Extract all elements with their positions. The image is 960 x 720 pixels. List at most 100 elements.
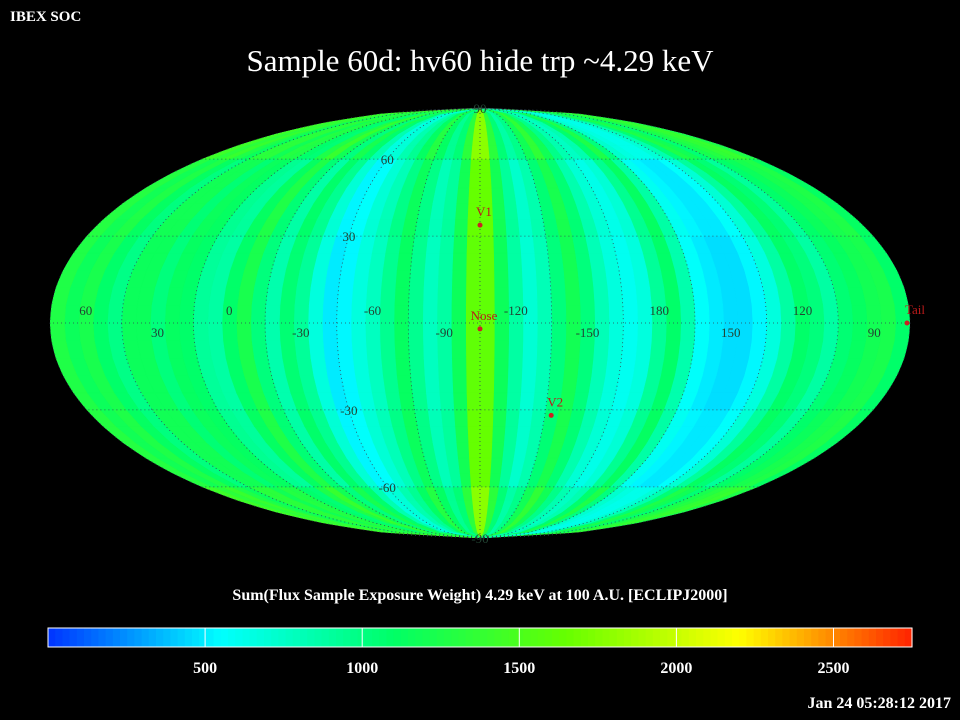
map-cell — [427, 219, 443, 237]
colorbar-swatch — [379, 628, 387, 647]
colorbar-swatch — [336, 628, 344, 647]
colorbar-swatch — [897, 628, 906, 647]
meridian-line — [49, 107, 481, 539]
meridian-line — [479, 107, 768, 539]
map-cell — [278, 304, 295, 324]
map-cell — [488, 472, 501, 488]
colorbar-swatch — [436, 628, 445, 647]
map-cell — [441, 203, 457, 220]
map-cell — [50, 322, 67, 342]
map-cell — [407, 322, 424, 342]
map-cell — [451, 375, 467, 394]
colorbar-swatch — [458, 628, 467, 647]
map-cell — [336, 322, 352, 342]
map-cell — [836, 322, 854, 342]
colorbar-swatch — [48, 628, 56, 647]
colorbar-swatch — [904, 628, 913, 647]
map-cell — [479, 375, 495, 394]
map-cell — [479, 269, 495, 289]
map-cell — [606, 340, 624, 359]
map-cell — [734, 287, 752, 306]
longitude-label: 120 — [793, 303, 813, 318]
colorbar-swatch — [127, 628, 135, 647]
map-cell — [518, 235, 535, 254]
colorbar-swatch — [364, 628, 373, 647]
map-cell — [436, 340, 453, 359]
colorbar-swatch — [170, 628, 179, 647]
map-cell — [379, 340, 396, 359]
map-cell — [793, 322, 811, 342]
map-cell — [621, 340, 638, 359]
longitude-label: -150 — [576, 325, 600, 340]
map-cell — [765, 322, 782, 342]
map-cell — [393, 322, 409, 342]
map-cell — [808, 322, 825, 342]
map-cell — [504, 219, 520, 237]
map-cell — [408, 340, 424, 359]
colorbar-swatch — [861, 628, 870, 647]
colorbar-swatch — [192, 628, 200, 647]
map-cell — [440, 409, 456, 427]
map-cell — [851, 322, 868, 342]
map-cell — [279, 287, 297, 306]
colorbar-swatch — [76, 628, 85, 647]
map-cell — [457, 457, 471, 474]
map-cell — [469, 472, 481, 488]
map-cell — [451, 269, 467, 289]
colorbar-swatch — [811, 628, 819, 647]
colorbar-swatch — [746, 628, 755, 647]
map-cell — [410, 252, 427, 271]
colorbar-label: Sum(Flux Sample Exposure Weight) 4.29 ke… — [232, 587, 728, 604]
map-cell — [465, 269, 481, 289]
colorbar-swatch — [415, 628, 423, 647]
colorbar-swatch — [573, 628, 582, 647]
map-cell — [455, 442, 470, 459]
colorbar-swatch — [631, 628, 639, 647]
map-cell — [379, 108, 481, 115]
map-cell — [336, 340, 354, 359]
map-cell — [307, 304, 324, 324]
map-cell — [106, 322, 124, 342]
colorbar-swatch — [710, 628, 719, 647]
colorbar-swatch — [292, 628, 301, 647]
colorbar-swatch — [55, 628, 63, 647]
map-cell — [708, 304, 725, 324]
map-cell — [336, 287, 354, 306]
map-cell — [693, 322, 710, 342]
map-cell — [479, 219, 494, 237]
map-cell — [380, 357, 397, 377]
map-cell — [592, 340, 609, 359]
map-cell — [501, 442, 517, 459]
map-cell — [465, 375, 481, 394]
colorbar-swatch — [242, 628, 251, 647]
map-cell — [606, 287, 624, 306]
map-cell — [576, 269, 594, 289]
map-cell — [547, 252, 564, 271]
colorbar-swatch — [249, 628, 258, 647]
colorbar-swatch — [667, 628, 675, 647]
map-cell — [491, 203, 506, 220]
map-cell — [506, 375, 523, 394]
meridian-line — [479, 107, 911, 539]
colorbar-swatch — [760, 628, 769, 647]
map-cell — [693, 304, 710, 324]
colorbar-swatch — [400, 628, 409, 647]
map-cell — [467, 442, 481, 459]
map-cell — [608, 322, 624, 342]
colorbar-swatch — [616, 628, 625, 647]
map-cell — [410, 375, 427, 394]
meridian-line — [479, 107, 696, 539]
colorbar-swatch — [134, 628, 143, 647]
map-cell — [336, 304, 352, 324]
colorbar-swatch — [84, 628, 92, 647]
colorbar-swatch — [638, 628, 647, 647]
map-cell — [479, 499, 489, 513]
colorbar-swatch — [883, 628, 891, 647]
colorbar-swatch — [429, 628, 438, 647]
map-cell — [366, 357, 384, 377]
map-cell — [520, 252, 536, 271]
map-cell — [529, 409, 546, 427]
map-cell — [479, 409, 494, 427]
map-cell — [479, 457, 492, 474]
colorbar-swatch — [660, 628, 668, 647]
